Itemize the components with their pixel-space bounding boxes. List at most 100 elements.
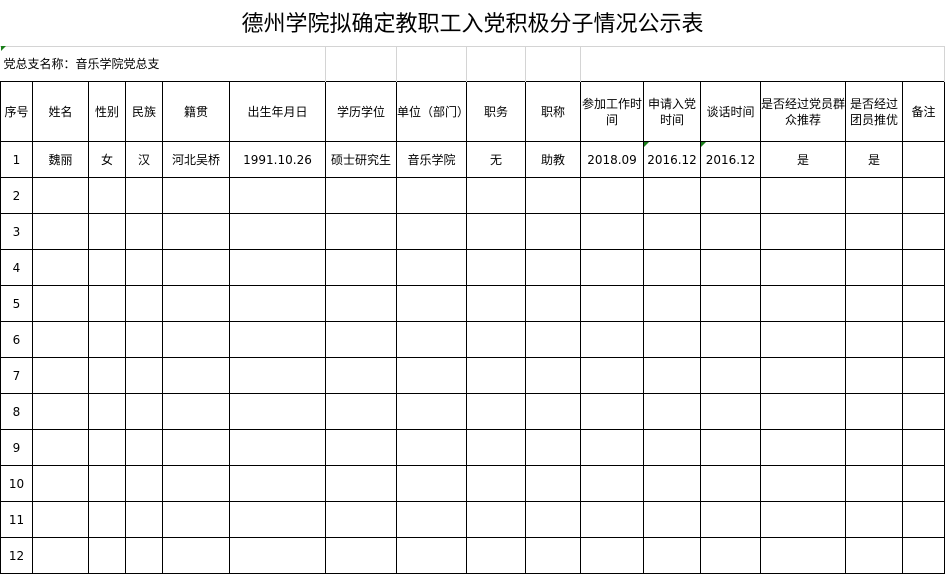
table-cell[interactable] [162, 321, 230, 358]
table-cell[interactable] [325, 177, 397, 214]
table-cell[interactable] [32, 537, 89, 574]
table-cell[interactable] [845, 177, 903, 214]
table-cell[interactable] [325, 213, 397, 250]
table-cell[interactable] [325, 501, 397, 538]
table-cell[interactable] [700, 393, 761, 430]
table-cell[interactable] [125, 285, 163, 322]
table-cell[interactable] [396, 357, 467, 394]
table-cell[interactable] [700, 177, 761, 214]
table-cell[interactable] [162, 213, 230, 250]
table-cell[interactable]: 汉 [125, 141, 163, 178]
table-cell[interactable] [88, 285, 126, 322]
column-header[interactable]: 籍贯 [162, 81, 230, 142]
table-cell[interactable] [466, 213, 526, 250]
table-cell[interactable] [845, 393, 903, 430]
table-cell[interactable]: 3 [0, 213, 33, 250]
table-cell[interactable] [845, 285, 903, 322]
table-cell[interactable] [902, 177, 945, 214]
table-cell[interactable] [396, 465, 467, 502]
table-cell[interactable] [643, 321, 701, 358]
table-cell[interactable] [32, 465, 89, 502]
table-cell[interactable] [396, 249, 467, 286]
table-cell[interactable] [88, 213, 126, 250]
table-cell[interactable]: 7 [0, 357, 33, 394]
table-cell[interactable]: 5 [0, 285, 33, 322]
column-header[interactable]: 序号 [0, 81, 33, 142]
table-cell[interactable] [88, 501, 126, 538]
table-cell[interactable] [580, 429, 644, 466]
table-cell[interactable] [325, 537, 397, 574]
table-cell[interactable] [229, 177, 326, 214]
table-cell[interactable] [125, 249, 163, 286]
table-cell[interactable] [88, 177, 126, 214]
column-header[interactable]: 民族 [125, 81, 163, 142]
table-cell[interactable] [700, 429, 761, 466]
column-header[interactable]: 性别 [88, 81, 126, 142]
table-cell[interactable] [466, 537, 526, 574]
table-cell[interactable] [580, 357, 644, 394]
table-cell[interactable]: 助教 [525, 141, 581, 178]
table-cell[interactable] [643, 213, 701, 250]
table-cell[interactable]: 是 [760, 141, 846, 178]
table-cell[interactable] [580, 393, 644, 430]
table-cell[interactable]: 河北吴桥 [162, 141, 230, 178]
table-cell[interactable] [32, 429, 89, 466]
table-cell[interactable] [125, 321, 163, 358]
table-cell[interactable] [845, 321, 903, 358]
table-cell[interactable] [700, 357, 761, 394]
table-cell[interactable] [396, 285, 467, 322]
table-cell[interactable] [760, 429, 846, 466]
table-cell[interactable] [760, 213, 846, 250]
table-cell[interactable] [845, 429, 903, 466]
table-cell[interactable] [580, 285, 644, 322]
table-cell[interactable] [643, 357, 701, 394]
cell[interactable] [325, 46, 397, 82]
table-cell[interactable] [845, 249, 903, 286]
table-cell[interactable] [396, 393, 467, 430]
column-header[interactable]: 学历学位 [325, 81, 397, 142]
column-header[interactable]: 职务 [466, 81, 526, 142]
table-cell[interactable] [229, 501, 326, 538]
table-cell[interactable] [125, 393, 163, 430]
column-header[interactable]: 谈话时间 [700, 81, 761, 142]
table-cell[interactable]: 1 [0, 141, 33, 178]
table-cell[interactable] [760, 249, 846, 286]
table-cell[interactable] [525, 429, 581, 466]
table-cell[interactable] [466, 501, 526, 538]
table-cell[interactable] [32, 213, 89, 250]
table-cell[interactable] [525, 393, 581, 430]
table-cell[interactable]: 2016.12 [700, 141, 761, 178]
table-cell[interactable] [32, 285, 89, 322]
table-cell[interactable] [32, 177, 89, 214]
table-cell[interactable] [643, 537, 701, 574]
table-cell[interactable] [396, 501, 467, 538]
table-cell[interactable] [229, 321, 326, 358]
table-cell[interactable]: 12 [0, 537, 33, 574]
table-cell[interactable] [845, 501, 903, 538]
table-cell[interactable] [396, 537, 467, 574]
cell[interactable] [466, 46, 526, 82]
table-cell[interactable] [325, 429, 397, 466]
table-cell[interactable] [466, 465, 526, 502]
table-cell[interactable] [125, 429, 163, 466]
table-cell[interactable] [229, 393, 326, 430]
table-cell[interactable]: 2016.12 [643, 141, 701, 178]
column-header[interactable]: 申请入党时间 [643, 81, 701, 142]
table-cell[interactable] [325, 465, 397, 502]
table-cell[interactable] [32, 357, 89, 394]
table-cell[interactable] [229, 429, 326, 466]
table-cell[interactable] [88, 321, 126, 358]
branch-name[interactable]: 党总支名称：音乐学院党总支 [0, 46, 326, 82]
column-header[interactable]: 出生年月日 [229, 81, 326, 142]
table-cell[interactable] [525, 501, 581, 538]
column-header[interactable]: 单位（部门） [396, 81, 467, 142]
cell[interactable] [396, 46, 467, 82]
table-cell[interactable] [760, 465, 846, 502]
table-cell[interactable] [229, 537, 326, 574]
table-cell[interactable] [643, 429, 701, 466]
table-cell[interactable] [845, 537, 903, 574]
table-cell[interactable] [700, 537, 761, 574]
table-cell[interactable] [525, 213, 581, 250]
column-header[interactable]: 姓名 [32, 81, 89, 142]
table-cell[interactable] [162, 501, 230, 538]
